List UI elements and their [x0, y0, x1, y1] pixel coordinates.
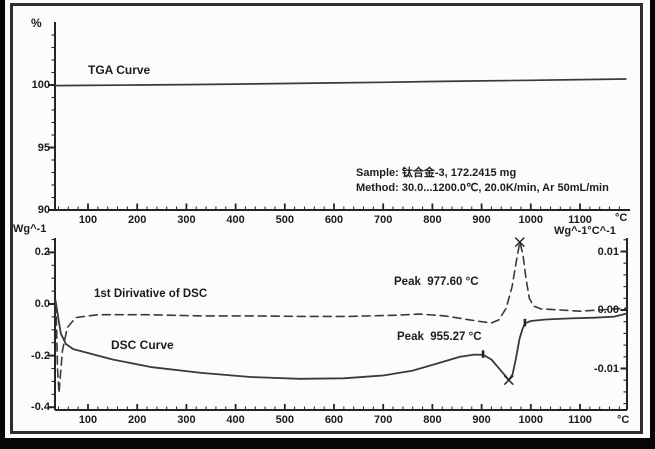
tga-y-axis-unit: % [31, 16, 42, 30]
bottom-x-tick-label: 800 [423, 414, 442, 426]
bottom-x-tick-label: 1100 [568, 414, 592, 426]
peak-annotation-derivative: Peak 977.60 °C [394, 276, 479, 288]
mid-x-tick-label: 1000 [518, 214, 544, 226]
dsc-y-axis-unit: Wg^-1 [13, 223, 47, 235]
dsc-y-tick-label: -0.2 [31, 349, 50, 362]
bottom-x-tick-label: 400 [226, 414, 245, 426]
dsc-curve [54, 299, 627, 382]
peak-annotation-dsc: Peak 955.27 °C [397, 331, 482, 343]
tga-curve-label: TGA Curve [88, 63, 151, 77]
bottom-axis-temp-unit: °C [617, 414, 630, 426]
mid-x-tick-label: 700 [374, 214, 393, 226]
bottom-x-tick-label: 200 [128, 414, 147, 426]
bottom-x-tick-label: 900 [472, 414, 491, 426]
bottom-x-tick-label: 100 [78, 414, 98, 426]
dsc-derivative-curve [55, 241, 627, 394]
mid-x-tick-label: 300 [177, 214, 196, 226]
derivative-y-tick-label: 0.01 [597, 245, 619, 258]
figure-paper [5, 0, 650, 438]
mid-x-tick-label: 200 [128, 214, 147, 226]
dsc-peak-marker [503, 375, 514, 386]
mid-x-tick-label: 800 [423, 214, 442, 226]
bottom-x-tick-label: 300 [177, 414, 196, 426]
bottom-x-tick-label: 500 [275, 414, 294, 426]
mid-axis-temp-unit: °C [615, 212, 628, 224]
tga-curve [55, 78, 627, 87]
tga-y-tick-label: 90 [37, 204, 50, 216]
derivative-curve-label: 1st Dirivative of DSC [94, 288, 208, 300]
mid-x-tick-label: 100 [78, 214, 98, 226]
tga-y-tick-label: 95 [37, 141, 50, 154]
derivative-peak-marker [514, 237, 525, 248]
dsc-y-tick-label: 0.2 [34, 246, 50, 259]
bottom-x-tick-label: 600 [324, 414, 344, 426]
derivative-y-axis-unit: Wg^-1°C^-1 [554, 225, 616, 237]
mid-x-tick-label: 400 [226, 214, 245, 226]
dsc-y-tick-label: 0.0 [34, 298, 50, 310]
mid-x-tick-label: 900 [472, 214, 491, 226]
bottom-x-tick-label: 1000 [518, 414, 544, 426]
tga-y-tick-label: 100 [31, 79, 50, 91]
mid-x-tick-label: 600 [324, 214, 344, 226]
dsc-curve-label: DSC Curve [111, 338, 174, 352]
derivative-y-tick-label: 0.00 [597, 304, 619, 316]
bottom-x-tick-label: 700 [374, 414, 393, 426]
figure-border [10, 3, 643, 434]
dsc-y-tick-label: -0.4 [31, 401, 50, 414]
method-info-line: Method: 30.0...1200.0℃, 20.0K/min, Ar 50… [356, 182, 609, 194]
derivative-y-tick-label: -0.01 [593, 362, 619, 375]
mid-x-tick-label: 500 [275, 214, 294, 226]
mid-x-tick-label: 1100 [568, 214, 592, 226]
sample-info-line: Sample: 钛合金-3, 172.2415 mg [356, 167, 517, 179]
